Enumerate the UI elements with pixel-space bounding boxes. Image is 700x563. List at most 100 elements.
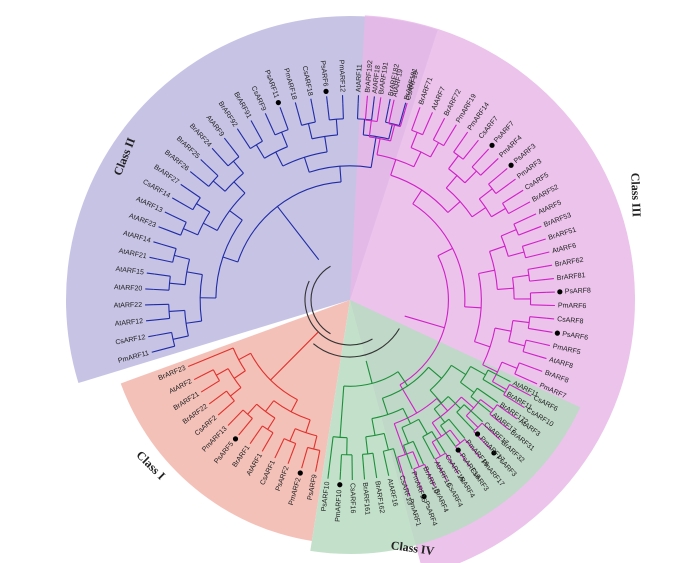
class-4-leaf-branch [386,467,390,476]
class-3-leaf-branch [404,102,408,111]
class-2-branch [203,222,218,231]
marker-dot [508,162,514,168]
class-3-branch [453,138,464,153]
class-3-branch [413,151,422,168]
class-1-leaf-branch [200,387,209,393]
class-1-leaf-branch [249,436,256,445]
class-4-branch [402,408,411,424]
class-3-branch [492,381,507,391]
class-2-leaf-branch [149,256,158,260]
class-3-branch [530,291,547,294]
class-2-branch [233,181,246,194]
class-3-branch [445,452,455,468]
class-4-label: Class IV [390,538,436,558]
class-2-branch [160,243,177,250]
class-2-branch [217,153,229,167]
class-2-branch [303,157,310,173]
class-2-leaf-branch [158,226,167,231]
marker-dot [455,447,461,453]
class-4-branch [440,425,452,440]
leaf-label: AtARF12 [114,318,143,328]
leaf-label: PsARF6 [319,60,329,87]
class-1-leaf-branch [287,455,292,464]
marker-dot [232,436,239,442]
class-3-leaf-branch [529,380,538,385]
class-1-branch [267,417,276,430]
class-4-branch [339,386,345,438]
class-1-branch [215,390,227,400]
class-2-branch [356,103,359,119]
backbone-arc [313,328,400,358]
class-4-leaf-branch [497,387,505,393]
class-3-leaf-branch [482,148,490,156]
class-1-branch [265,432,274,445]
class-3-leaf-branch [442,473,448,481]
class-2-leaf-branch [264,113,270,121]
class-3-leaf-branch [492,158,499,165]
class-3-branch [489,245,506,252]
class-4-branch [433,408,446,423]
class-2-branch [255,144,265,159]
class-3-branch [497,287,514,290]
class-2-branch [311,106,316,123]
class-2-branch [187,188,201,199]
class-1-branch [305,419,311,433]
class-4-branch [328,436,334,471]
class-1-branch [216,368,229,376]
class-4-branch [412,441,421,458]
class-2-branch [178,201,194,211]
class-1-branch [230,387,242,397]
class-3-branch [480,163,493,176]
class-3-branch [481,422,495,435]
class-3-leaf-branch [453,466,459,475]
class-4-branch [482,378,498,389]
class-1-leaf-branch [193,375,202,381]
class-4-branch [365,436,369,454]
leaf-label: PsARF6 [562,331,589,342]
class-2-branch [275,151,284,167]
class-4-branch [418,419,428,435]
class-3-branch [502,194,517,204]
class-3-branch [464,439,476,453]
marker-dot [297,470,303,476]
leaf-label: AtARF15 [115,266,144,277]
class-3-leaf-branch [541,343,550,347]
class-4-branch [448,418,461,433]
class-2-branch [222,256,239,263]
class-1-branch [195,347,234,365]
class-1-branch [207,380,220,389]
leaf-label: PsARF10 [321,481,332,512]
class-4-leaf-branch [430,451,435,460]
class-3-leaf-branch [416,107,421,116]
class-2-leaf-branch [223,137,230,145]
class-3-branch [491,207,506,218]
class-3-branch [482,364,498,373]
class-4-branch [401,427,409,444]
class-4-leaf-branch [476,415,484,423]
class-3-branch [448,155,459,170]
class-3-leaf-branch [523,391,532,397]
class-4-branch [382,451,388,469]
leaf-label: AtARF18 [372,65,382,94]
class-3-branch [518,228,535,236]
class-3-branch [522,351,539,357]
class-2-branch [174,254,190,260]
class-3-branch [519,362,535,370]
class-2-branch [232,160,244,174]
class-3-branch [480,399,494,410]
class-3-branch [522,240,539,247]
leaf-label: AtARF11 [355,64,363,92]
class-3-branch [495,183,510,194]
leaf-label: PsARF8 [565,287,591,295]
class-1-branch [290,399,298,412]
class-3-branch [500,229,517,237]
class-3-branch [462,146,474,160]
class-3-leaf-branch [544,330,553,333]
class-2-leaf-branch [236,128,243,136]
marker-dot [337,482,343,488]
class-2-leaf-branch [146,319,155,322]
class-2-branch [186,271,203,276]
class-4-branch [372,453,377,471]
class-3-branch [412,189,423,205]
leaf-label: PmARF6 [558,302,587,310]
